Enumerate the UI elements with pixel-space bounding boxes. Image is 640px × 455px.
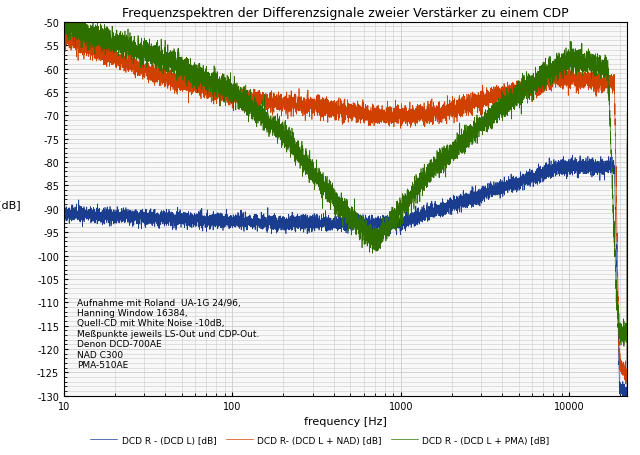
DCD R - (DCD L) [dB]	[60, 40, 68, 45]
Line: DCD R - (DCD L + PMA) [dB]: DCD R - (DCD L + PMA) [dB]	[64, 0, 627, 347]
DCD R - (DCD L) [dB]	[418, 213, 426, 218]
DCD R- (DCD L + NAD) [dB]	[394, 104, 401, 109]
X-axis label: frequency [Hz]: frequency [Hz]	[304, 416, 387, 426]
DCD R - (DCD L + PMA) [dB]	[477, 125, 485, 131]
DCD R - (DCD L + PMA) [dB]	[418, 171, 426, 177]
DCD R - (DCD L + PMA) [dB]	[620, 344, 628, 349]
Y-axis label: [dB]: [dB]	[0, 199, 21, 209]
DCD R - (DCD L) [dB]	[622, 398, 630, 403]
DCD R - (DCD L) [dB]	[88, 213, 96, 218]
DCD R - (DCD L + PMA) [dB]	[623, 111, 631, 116]
Line: DCD R- (DCD L + NAD) [dB]: DCD R- (DCD L + NAD) [dB]	[64, 0, 627, 384]
DCD R - (DCD L) [dB]	[394, 219, 401, 224]
DCD R - (DCD L + PMA) [dB]	[394, 199, 401, 204]
DCD R - (DCD L) [dB]	[477, 196, 485, 202]
Line: DCD R - (DCD L) [dB]: DCD R - (DCD L) [dB]	[64, 42, 627, 400]
Legend: DCD R - (DCD L) [dB], DCD R- (DCD L + NAD) [dB], DCD R - (DCD L + PMA) [dB]: DCD R - (DCD L) [dB], DCD R- (DCD L + NA…	[86, 432, 554, 448]
DCD R- (DCD L + NAD) [dB]	[477, 98, 485, 103]
DCD R- (DCD L + NAD) [dB]	[264, 106, 272, 111]
DCD R - (DCD L) [dB]	[623, 143, 631, 148]
DCD R - (DCD L) [dB]	[508, 188, 515, 193]
DCD R- (DCD L + NAD) [dB]	[508, 89, 515, 94]
DCD R - (DCD L) [dB]	[264, 228, 272, 233]
DCD R - (DCD L + PMA) [dB]	[88, 28, 96, 34]
DCD R- (DCD L + NAD) [dB]	[418, 116, 426, 121]
DCD R - (DCD L + PMA) [dB]	[264, 111, 272, 117]
DCD R- (DCD L + NAD) [dB]	[88, 45, 96, 50]
Title: Frequenzspektren der Differenzsignale zweier Verstärker zu einem CDP: Frequenzspektren der Differenzsignale zw…	[122, 7, 569, 20]
DCD R- (DCD L + NAD) [dB]	[622, 381, 630, 387]
DCD R- (DCD L + NAD) [dB]	[623, 136, 631, 142]
DCD R - (DCD L + PMA) [dB]	[508, 90, 515, 95]
Text: Aufnahme mit Roland  UA-1G 24/96,
Hanning Window 16384,
Quell-CD mit White Noise: Aufnahme mit Roland UA-1G 24/96, Hanning…	[77, 298, 260, 369]
